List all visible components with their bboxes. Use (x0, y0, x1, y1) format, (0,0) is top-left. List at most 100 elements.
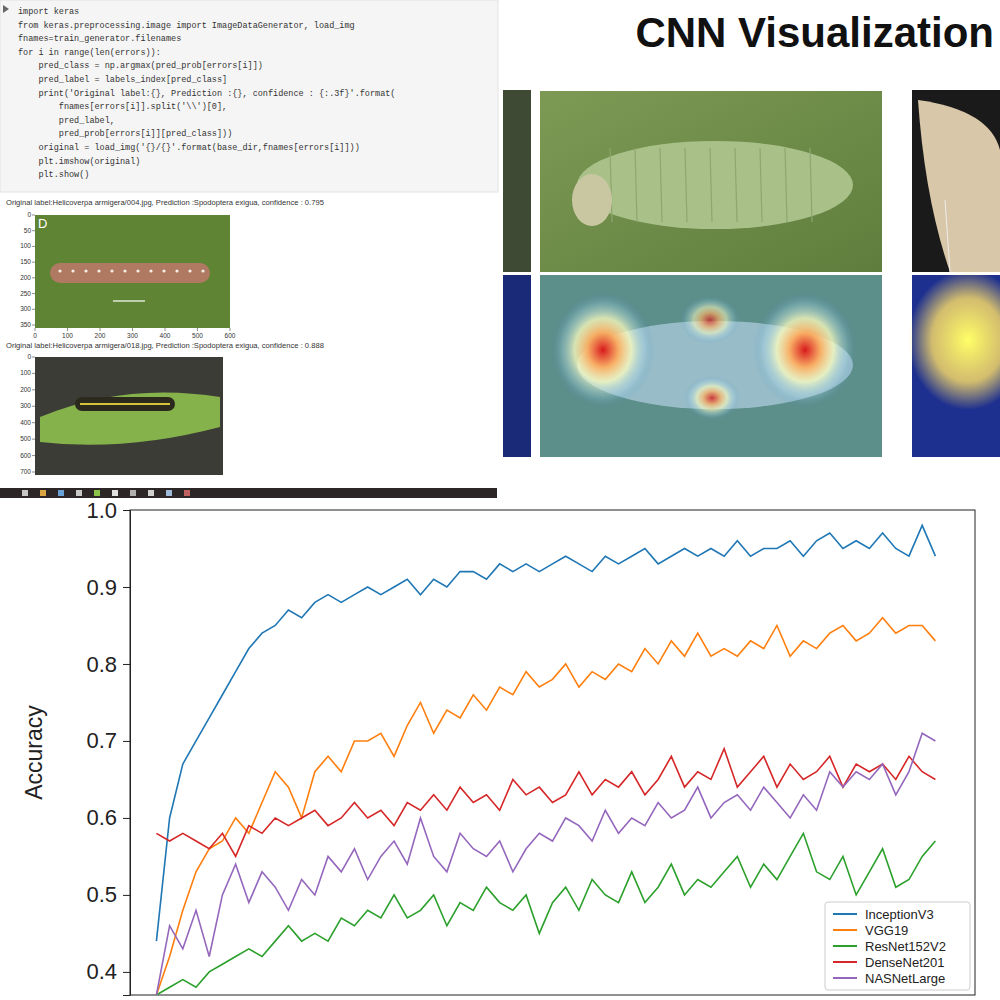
image-tick (32, 373, 35, 374)
y-tick: 0.7 (86, 728, 130, 753)
series-line (156, 525, 935, 941)
y-tick-mark (123, 510, 130, 511)
legend-label: VGG19 (865, 923, 908, 938)
code-line: pred_prob[errors[i]][pred_class])) (18, 129, 232, 139)
code-cell (0, 0, 498, 192)
y-tick-label: 0.6 (86, 805, 117, 830)
image-tick-label: 300 (20, 402, 31, 409)
image-tick (32, 439, 35, 440)
image-tick (100, 328, 101, 331)
photo-segment (710, 148, 712, 222)
toolbar-icon (22, 490, 28, 496)
output-image (35, 357, 223, 475)
image-tick (230, 328, 231, 331)
heatmap (503, 275, 531, 457)
y-tick-label: 0.9 (86, 575, 117, 600)
image-tick-label: 0 (27, 211, 31, 218)
legend-label: NASNetLarge (865, 971, 945, 986)
image-tick (32, 277, 35, 278)
toolbar-icon (76, 490, 82, 496)
y-tick-label: 1.0 (86, 498, 117, 523)
photo-segment (760, 148, 762, 222)
photo-segment (785, 148, 787, 222)
legend-label: ResNet152V2 (865, 939, 946, 954)
toolbar-icon (112, 490, 118, 496)
code-line: plt.imshow(original) (18, 157, 140, 167)
y-axis-title: Accuracy (21, 705, 47, 800)
image-spot (84, 269, 87, 272)
legend-swatch (833, 977, 857, 979)
y-tick-mark (123, 972, 130, 973)
image-tick (67, 328, 68, 331)
image-tick-label: 100 (20, 369, 31, 376)
image-background (35, 357, 223, 475)
image-tick-label: 500 (192, 332, 203, 339)
toolbar-icon (40, 490, 46, 496)
toolbar-icon (166, 490, 172, 496)
legend-swatch (833, 929, 857, 931)
image-tick-label: 200 (20, 386, 31, 393)
y-tick-mark (123, 664, 130, 665)
image-tick (32, 230, 35, 231)
heatmap-blob (680, 296, 740, 344)
heatmap-blob (908, 270, 1000, 410)
image-tick-label: 400 (20, 419, 31, 426)
image-tick-label: 400 (160, 332, 171, 339)
image-spot (123, 269, 126, 272)
y-tick-mark (123, 741, 130, 742)
toolbar-icon (58, 490, 64, 496)
y-tick-mark (123, 895, 130, 896)
image-tick (32, 455, 35, 456)
image-background (35, 215, 230, 328)
toolbar-icon (130, 490, 136, 496)
run-prompt (3, 5, 9, 13)
image-tick (32, 246, 35, 247)
image-tick-label: 200 (20, 274, 31, 281)
photo-moth (918, 100, 1000, 272)
y-tick: 0.5 (86, 882, 130, 907)
image-tick-label: 100 (20, 242, 31, 249)
image-stripe (80, 403, 170, 405)
y-tick: 1.0 (86, 498, 130, 523)
code-line: fnames=train_generator.filenames (18, 34, 181, 44)
code-line: pred_label, (18, 116, 115, 126)
plot-area (156, 525, 935, 995)
image-tick (132, 328, 133, 331)
page: import kerasfrom keras.preprocessing.ima… (0, 0, 1000, 1000)
panel-title: CNN Visualization (635, 9, 994, 56)
image-tick-label: 0 (33, 332, 37, 339)
toolbar-icon (94, 490, 100, 496)
photo-segment (660, 148, 662, 222)
photo-head (572, 174, 612, 226)
legend-label: InceptionV3 (865, 907, 934, 922)
image-tick-label: 250 (20, 290, 31, 297)
heatmap-blob (684, 376, 740, 420)
panel-label: D (38, 216, 47, 231)
image-tick-label: 700 (20, 468, 31, 475)
image-tick (32, 357, 35, 358)
notebook-panel: import kerasfrom keras.preprocessing.ima… (0, 0, 498, 475)
image-tick-label: 600 (225, 332, 236, 339)
image-tick-label: 500 (20, 435, 31, 442)
y-axis-line (123, 511, 131, 996)
series-line (156, 833, 935, 995)
photo (540, 91, 882, 272)
photo (912, 90, 1000, 272)
image-spot (58, 269, 61, 272)
image-spot (71, 269, 74, 272)
plot-frame (130, 510, 975, 995)
image-spot (201, 269, 204, 272)
image-tick (32, 389, 35, 390)
code-line: original = load_img('{}/{}'.format(base_… (18, 143, 360, 153)
code-line: import keras (18, 7, 79, 17)
y-tick-mark (123, 587, 130, 588)
image-tick-label: 150 (20, 258, 31, 265)
image-spot (175, 269, 178, 272)
image-tick-label: 100 (62, 332, 73, 339)
y-tick-label: 0.7 (86, 728, 117, 753)
series-line (156, 618, 935, 995)
y-tick-label: 0.4 (86, 959, 117, 984)
photo-segment (735, 148, 737, 222)
chart: 0.40.50.60.70.80.91.0AccuracyInceptionV3… (21, 498, 975, 996)
code-line: print('Original label:{}, Prediction :{}… (18, 89, 395, 99)
